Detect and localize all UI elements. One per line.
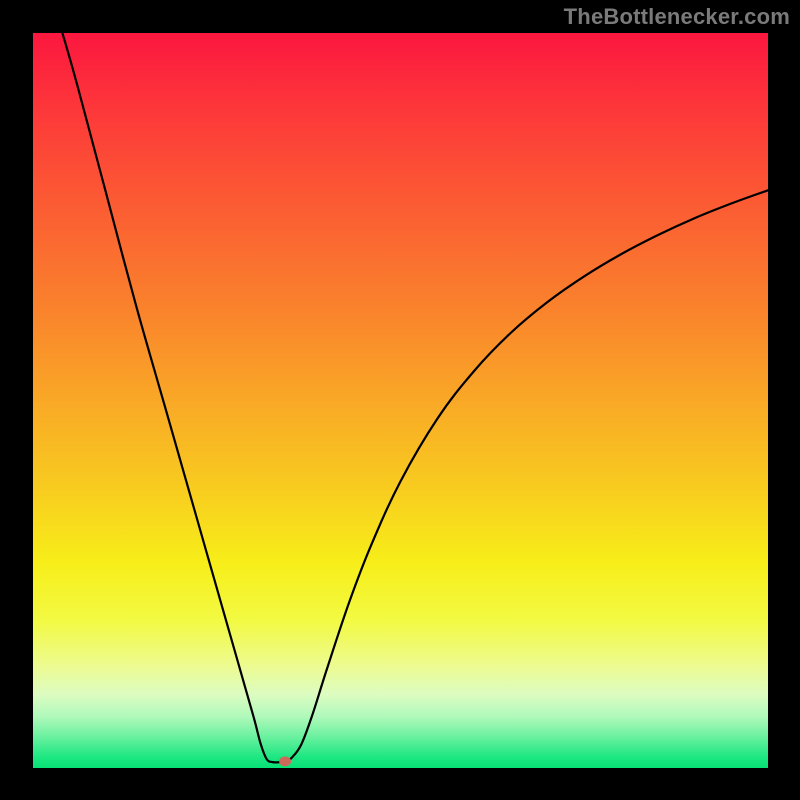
plot-background <box>33 33 768 768</box>
optimal-marker <box>279 756 291 766</box>
watermark-text: TheBottlenecker.com <box>564 4 790 30</box>
chart-container: TheBottlenecker.com <box>0 0 800 800</box>
chart-svg <box>0 0 800 800</box>
